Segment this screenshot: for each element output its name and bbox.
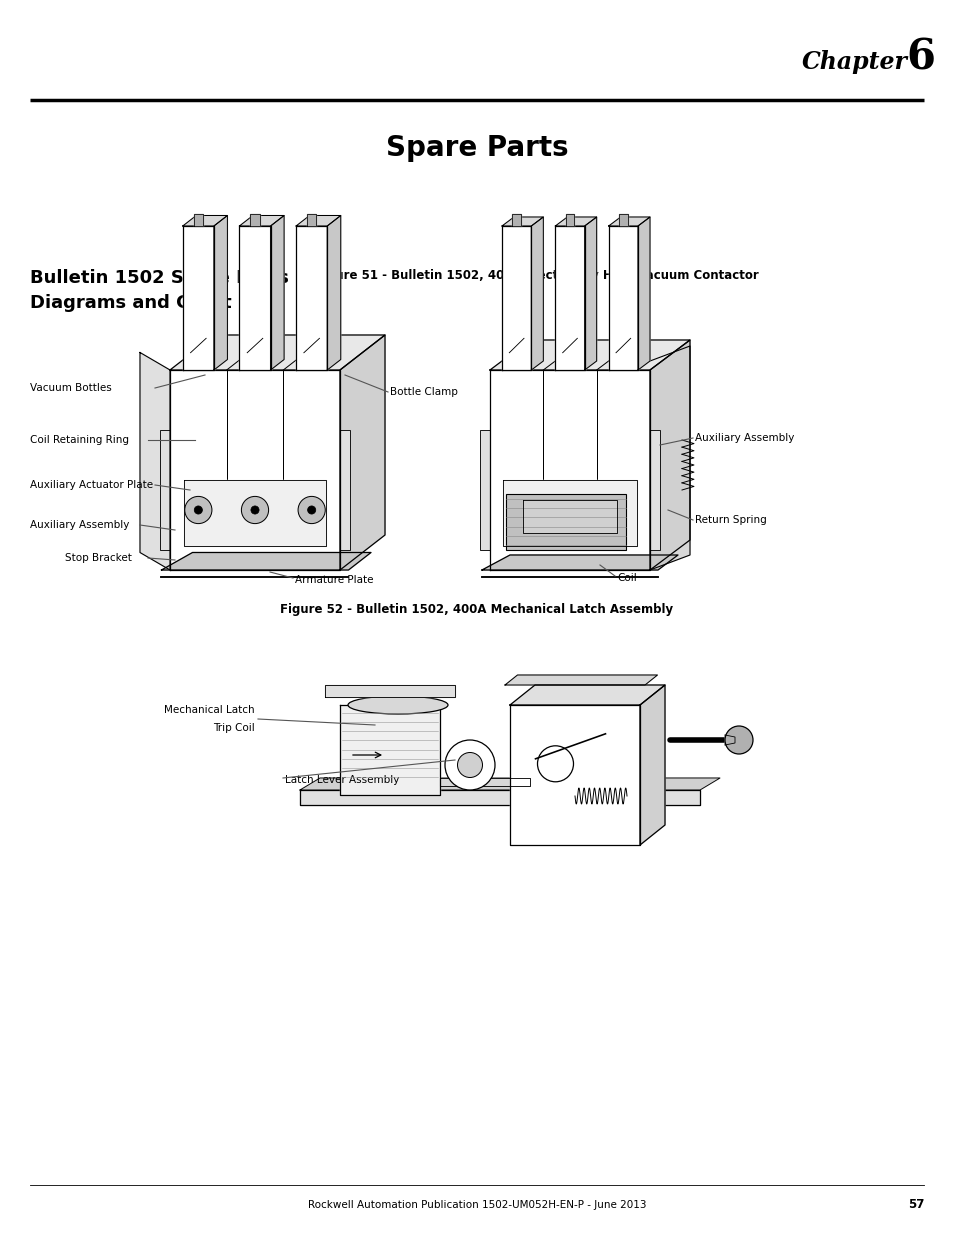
Polygon shape: [325, 685, 455, 697]
Polygon shape: [501, 226, 531, 370]
Circle shape: [185, 496, 212, 524]
Polygon shape: [504, 676, 657, 685]
Text: Armature Plate: Armature Plate: [294, 576, 374, 585]
Text: Auxiliary Actuator Plate: Auxiliary Actuator Plate: [30, 480, 153, 490]
Polygon shape: [531, 217, 543, 370]
Polygon shape: [481, 555, 678, 571]
Bar: [160, 430, 170, 550]
Polygon shape: [339, 335, 385, 571]
Polygon shape: [649, 340, 689, 571]
Polygon shape: [649, 346, 689, 571]
Polygon shape: [501, 217, 543, 226]
Polygon shape: [193, 214, 203, 226]
Text: Trip Coil: Trip Coil: [213, 722, 254, 734]
Text: Figure 52 - Bulletin 1502, 400A Mechanical Latch Assembly: Figure 52 - Bulletin 1502, 400A Mechanic…: [280, 604, 673, 616]
Polygon shape: [299, 790, 700, 805]
Text: Bottle Clamp: Bottle Clamp: [390, 387, 457, 396]
Polygon shape: [250, 214, 259, 226]
Polygon shape: [639, 685, 664, 845]
Polygon shape: [183, 226, 213, 370]
Text: Stop Bracket: Stop Bracket: [65, 553, 132, 563]
Text: Spare Parts: Spare Parts: [385, 135, 568, 162]
Polygon shape: [608, 217, 649, 226]
Text: Bulletin 1502 Spare Parts: Bulletin 1502 Spare Parts: [30, 269, 289, 287]
Polygon shape: [724, 735, 734, 745]
Polygon shape: [490, 370, 649, 571]
Polygon shape: [295, 215, 340, 226]
Text: Auxiliary Assembly: Auxiliary Assembly: [695, 433, 794, 443]
Polygon shape: [618, 214, 627, 226]
Circle shape: [457, 752, 482, 778]
Polygon shape: [213, 215, 227, 370]
Polygon shape: [565, 214, 574, 226]
Polygon shape: [439, 778, 530, 785]
Circle shape: [444, 740, 495, 790]
Text: Vacuum Bottles: Vacuum Bottles: [30, 383, 112, 393]
Bar: [505, 494, 625, 550]
Bar: [649, 430, 659, 550]
Text: Return Spring: Return Spring: [695, 515, 766, 525]
Polygon shape: [307, 214, 316, 226]
Polygon shape: [140, 352, 170, 571]
Polygon shape: [555, 226, 584, 370]
Circle shape: [297, 496, 325, 524]
Polygon shape: [183, 480, 326, 546]
Text: 6: 6: [905, 37, 934, 79]
Text: Diagrams and Chart: Diagrams and Chart: [30, 294, 232, 312]
Polygon shape: [608, 226, 638, 370]
Ellipse shape: [348, 697, 448, 714]
Polygon shape: [512, 214, 520, 226]
Text: Chapter: Chapter: [801, 49, 907, 74]
Circle shape: [241, 496, 269, 524]
Circle shape: [251, 506, 259, 514]
Polygon shape: [183, 215, 227, 226]
Polygon shape: [510, 685, 664, 705]
Polygon shape: [510, 705, 639, 845]
Polygon shape: [555, 217, 596, 226]
Polygon shape: [584, 217, 596, 370]
Bar: [339, 430, 350, 550]
Bar: [480, 430, 490, 550]
Polygon shape: [239, 226, 271, 370]
Text: Latch Lever Assembly: Latch Lever Assembly: [285, 776, 399, 785]
Text: Rockwell Automation Publication 1502-UM052H-EN-P - June 2013: Rockwell Automation Publication 1502-UM0…: [308, 1200, 645, 1210]
Polygon shape: [502, 480, 637, 546]
Polygon shape: [295, 226, 327, 370]
Text: 57: 57: [906, 1198, 923, 1212]
Polygon shape: [239, 215, 284, 226]
Text: Coil Retaining Ring: Coil Retaining Ring: [30, 435, 129, 445]
Polygon shape: [299, 778, 720, 790]
Polygon shape: [339, 705, 439, 795]
Text: Mechanical Latch: Mechanical Latch: [164, 705, 254, 715]
Polygon shape: [170, 370, 339, 571]
Text: Coil: Coil: [617, 573, 636, 583]
Polygon shape: [327, 215, 340, 370]
Circle shape: [537, 746, 573, 782]
Text: Figure 51 - Bulletin 1502, 400A Electrically Held Vacuum Contactor: Figure 51 - Bulletin 1502, 400A Electric…: [314, 268, 758, 282]
Polygon shape: [490, 340, 689, 370]
Circle shape: [194, 506, 202, 514]
Text: Auxiliary Assembly: Auxiliary Assembly: [30, 520, 130, 530]
Polygon shape: [271, 215, 284, 370]
Polygon shape: [522, 500, 617, 534]
Circle shape: [307, 506, 315, 514]
Polygon shape: [161, 552, 371, 571]
Polygon shape: [170, 335, 385, 370]
Circle shape: [724, 726, 752, 755]
Polygon shape: [638, 217, 649, 370]
